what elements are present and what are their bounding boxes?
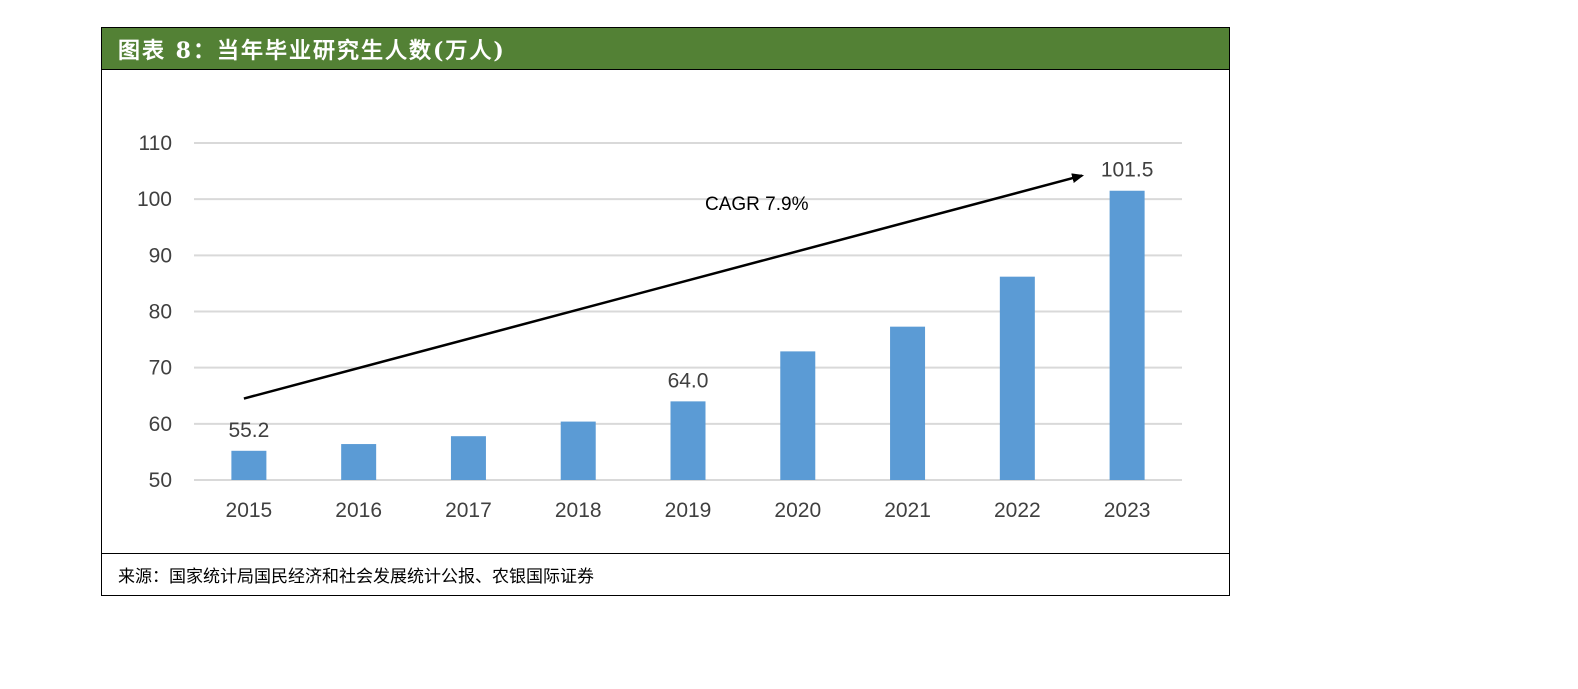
bar-2018 <box>560 421 596 480</box>
figure-footer: 来源：国家统计局国民经济和社会发展统计公报、农银国际证券 <box>102 553 1229 595</box>
bar-chart: 110 100 90 80 70 60 50 2015 2016 2017 2018 2019 2020… <box>137 132 1182 522</box>
y-tick-label-100: 100 <box>137 188 172 211</box>
x-tick-label-2023: 2023 <box>1104 499 1151 522</box>
y-tick-label-90: 90 <box>149 244 172 267</box>
data-label-2019: 64.0 <box>668 369 709 392</box>
x-tick-label-2022: 2022 <box>994 499 1041 522</box>
x-tick-label-2015: 2015 <box>226 499 273 522</box>
cagr-arrow <box>243 173 1085 400</box>
bar-2015 <box>231 450 267 480</box>
figure-source: 来源：国家统计局国民经济和社会发展统计公报、农银国际证券 <box>118 567 594 587</box>
bar-2019 <box>670 401 706 480</box>
y-tick-label-60: 60 <box>149 413 172 436</box>
y-tick-label-110: 110 <box>139 132 172 155</box>
x-tick-label-2021: 2021 <box>884 499 931 522</box>
x-tick-label-2016: 2016 <box>335 499 382 522</box>
x-tick-label-2020: 2020 <box>774 499 821 522</box>
data-label-2015: 55.2 <box>228 419 269 442</box>
y-tick-label-80: 80 <box>149 301 172 324</box>
bar-2016 <box>341 444 377 480</box>
figure-header: 图表 8：当年毕业研究生人数(万人) <box>102 28 1229 70</box>
y-tick-label-70: 70 <box>149 357 172 380</box>
label-layer: 110 100 90 80 70 60 50 2015 2016 2017 2018 2019 2020… <box>137 132 1153 522</box>
y-tick-label-50: 50 <box>149 469 172 492</box>
x-tick-label-2018: 2018 <box>555 499 602 522</box>
figure-title: 图表 8：当年毕业研究生人数(万人) <box>118 37 506 64</box>
bar-2017 <box>450 436 486 480</box>
data-label-2023: 101.5 <box>1101 159 1154 182</box>
x-tick-label-2017: 2017 <box>445 499 492 522</box>
x-tick-label-2019: 2019 <box>665 499 712 522</box>
chart-area: 110 100 90 80 70 60 50 2015 2016 2017 2018 2019 2020… <box>102 70 1229 553</box>
figure-frame: 图表 8：当年毕业研究生人数(万人) 110 100 90 80 70 60 50 2015 2… <box>101 27 1230 596</box>
bar-2022 <box>999 276 1035 480</box>
bar-2023 <box>1109 190 1145 480</box>
bar-2020 <box>780 351 816 480</box>
cagr-label: CAGR 7.9% <box>705 194 809 215</box>
bar-layer <box>231 190 1145 480</box>
bar-2021 <box>890 326 926 480</box>
annotation-layer: CAGR 7.9% <box>243 173 1085 400</box>
